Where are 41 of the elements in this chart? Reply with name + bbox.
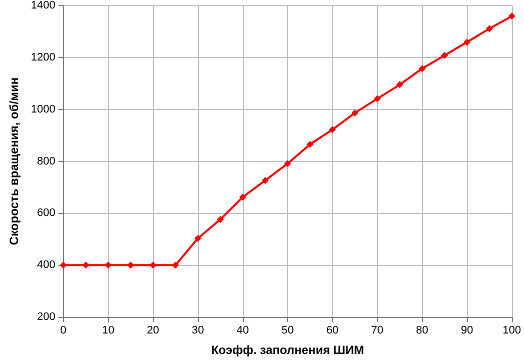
point [306,140,314,148]
point [374,95,381,102]
point [60,262,67,269]
point [127,262,134,269]
x-tick-label: 30 [192,324,204,336]
x-tick-label: 90 [460,324,474,336]
point [328,126,336,134]
x-tick-label: 100 [502,324,522,336]
point [172,262,179,269]
point [508,12,516,20]
x-axis-title: Коэфф. заполнения ШИМ [211,343,364,357]
x-tick-label: 20 [146,324,160,336]
point [284,160,292,168]
y-tick-label: 1400 [30,0,56,12]
y-tick-label: 800 [37,155,56,168]
point [150,262,157,269]
y-axis-title: Скорость вращения, об/мин [7,77,21,246]
point [463,38,470,46]
point [418,65,426,72]
x-tick-label: 80 [416,324,428,336]
x-tick-label: 70 [371,324,384,336]
x-tick-label: 10 [102,324,114,336]
x-tick-label: 50 [281,324,294,336]
point [194,234,202,242]
point [396,81,404,88]
point [486,25,493,32]
x-tick-label: 0 [60,324,66,336]
y-tick-label: 200 [37,311,56,323]
y-tick-label: 400 [37,259,56,272]
point [441,52,448,59]
point [262,176,269,184]
point [239,194,246,201]
point [104,262,112,269]
y-tick-label: 1200 [30,51,56,64]
point [82,262,90,269]
x-tick-label: 40 [236,324,249,336]
y-tick-label: 600 [37,207,56,220]
y-tick-label: 1000 [30,103,56,116]
point [351,109,358,116]
point [216,216,224,223]
x-tick-label: 60 [326,324,339,336]
